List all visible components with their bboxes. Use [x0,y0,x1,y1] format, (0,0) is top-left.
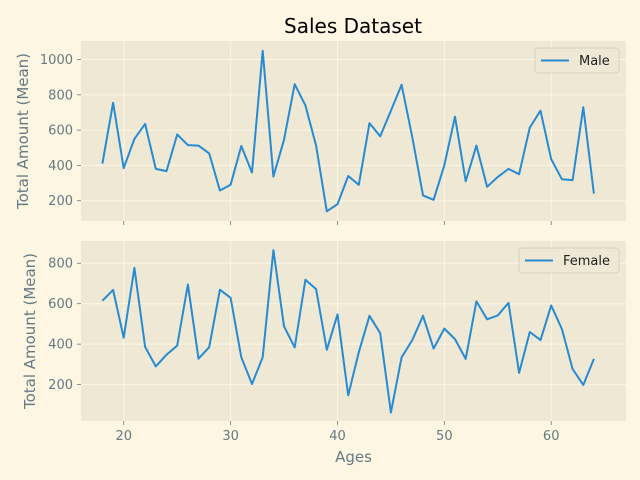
legend-box [518,247,620,274]
series-line-female [101,249,595,414]
x-tick-label: 50 [436,429,453,444]
y-tick-label: 200 [48,378,73,393]
subplot-1: 200 400 600 800 1000 Total Amount (Mean) Male [14,41,626,225]
x-tick-label: 40 [329,429,346,444]
legend: Female [518,247,620,274]
x-tick-label: 60 [543,429,560,444]
y-tick-label: 600 [48,124,73,139]
x-tick-label: 20 [115,429,132,444]
y-tick-label: 1000 [40,53,73,68]
y-tick-label: 200 [48,194,73,209]
legend-label: Male [579,54,610,69]
y-axis-label: Total Amount (Mean) [14,53,32,210]
y-tick-label: 400 [48,338,73,353]
y-tick-label: 800 [48,257,73,272]
y-tick-label: 800 [48,88,73,103]
subplot-2: 200 400 600 800 20 30 40 50 60 Total Amount (Mean… [21,241,626,444]
y-axis-label: Total Amount (Mean) [21,253,39,410]
x-axis-label: Ages [335,448,372,466]
legend-box [534,47,620,74]
legend: Male [534,47,620,74]
y-tick-label: 400 [48,159,73,174]
x-tick-label: 30 [222,429,239,444]
legend-label: Female [563,254,610,269]
chart-title: Sales Dataset [284,14,422,38]
y-tick-label: 600 [48,297,73,312]
series-line-male [101,49,595,213]
